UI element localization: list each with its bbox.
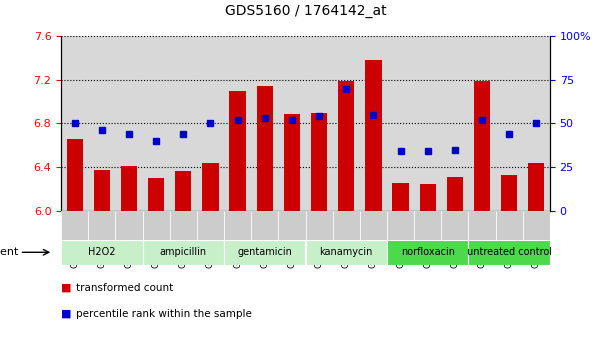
Text: kanamycin: kanamycin [320, 247, 373, 257]
Bar [474, 81, 490, 211]
Bar [496, 211, 523, 240]
Bar [251, 211, 279, 240]
Bar [61, 240, 142, 265]
Bar [387, 211, 414, 240]
Text: transformed count: transformed count [76, 283, 174, 293]
Bar [414, 211, 441, 240]
Bar [469, 211, 496, 240]
Text: untreated control: untreated control [467, 247, 552, 257]
Bar [224, 211, 251, 240]
Bar [523, 211, 550, 240]
Bar [61, 211, 88, 240]
Bar [148, 178, 164, 211]
Bar [224, 240, 306, 265]
Bar [441, 211, 469, 240]
Bar [88, 211, 115, 240]
Bar [360, 211, 387, 240]
Text: gentamicin: gentamicin [237, 247, 292, 257]
Text: agent: agent [0, 247, 18, 257]
Bar [257, 86, 273, 211]
Bar [311, 113, 327, 211]
Bar [387, 240, 469, 265]
Bar [420, 184, 436, 211]
Bar [115, 211, 142, 240]
Bar [365, 60, 381, 211]
Bar [142, 211, 170, 240]
Bar [284, 114, 300, 211]
Text: ■: ■ [61, 283, 75, 293]
Bar [121, 166, 137, 211]
Bar [501, 175, 518, 211]
Bar [230, 91, 246, 211]
Bar [447, 177, 463, 211]
Bar [469, 240, 550, 265]
Bar [197, 211, 224, 240]
Bar [170, 211, 197, 240]
Bar [528, 163, 544, 211]
Bar [338, 81, 354, 211]
Bar [202, 163, 219, 211]
Text: GDS5160 / 1764142_at: GDS5160 / 1764142_at [225, 4, 386, 18]
Bar [306, 240, 387, 265]
Text: ■: ■ [61, 309, 75, 319]
Bar [392, 183, 409, 211]
Bar [306, 211, 332, 240]
Text: H2O2: H2O2 [88, 247, 115, 257]
Bar [93, 170, 110, 211]
Text: ampicillin: ampicillin [159, 247, 207, 257]
Bar [175, 171, 191, 211]
Bar [67, 139, 83, 211]
Bar [142, 240, 224, 265]
Bar [332, 211, 360, 240]
Bar [279, 211, 306, 240]
Text: norfloxacin: norfloxacin [401, 247, 455, 257]
Text: percentile rank within the sample: percentile rank within the sample [76, 309, 252, 319]
